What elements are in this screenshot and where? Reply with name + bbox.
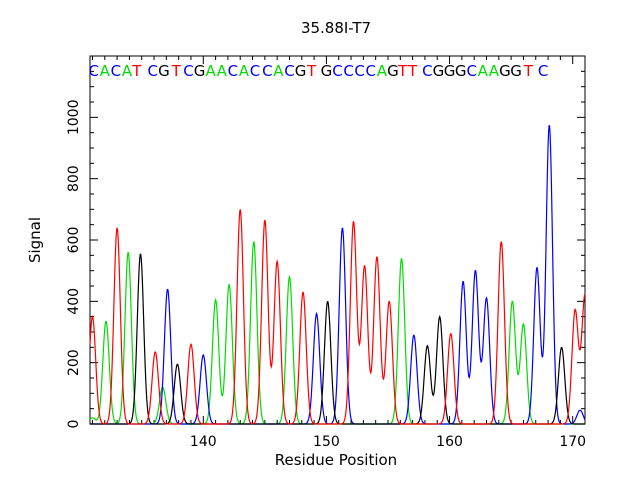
base-call-letter: G (444, 62, 456, 80)
base-call-letter: C (148, 62, 158, 80)
base-call-letter: T (397, 62, 408, 80)
x-axis-label: Residue Position (275, 451, 397, 469)
base-call-letter: T (523, 62, 534, 80)
chart-title: 35.88I-T7 (301, 19, 371, 37)
y-tick-label: 400 (66, 288, 82, 315)
base-call-letter: C (366, 62, 376, 80)
base-call-letter: G (321, 62, 333, 80)
y-axis-label: Signal (26, 217, 44, 263)
y-tick-label: 1000 (66, 100, 82, 136)
base-call-letter: C (262, 62, 272, 80)
base-call-letter: C (466, 62, 476, 80)
base-call-letter: C (332, 62, 342, 80)
base-call-letter: C (284, 62, 294, 80)
base-call-letter: G (387, 62, 399, 80)
base-call-letter: C (111, 62, 121, 80)
y-tick-label: 600 (66, 227, 82, 254)
base-call-letter: T (171, 62, 182, 80)
base-call-letter: A (217, 62, 228, 80)
base-call-letter: C (538, 62, 548, 80)
base-call-letter: A (377, 62, 388, 80)
base-call-letter: C (354, 62, 364, 80)
base-call-letter: T (131, 62, 142, 80)
base-call-letter: G (510, 62, 522, 80)
base-call-letter: A (273, 62, 284, 80)
base-call-letter: A (100, 62, 111, 80)
base-call-letter: A (122, 62, 133, 80)
base-call-letter: C (228, 62, 238, 80)
y-tick-label: 200 (66, 349, 82, 376)
y-axis: 0 200 400 600 800 1000 (66, 55, 585, 429)
base-call-letter: G (295, 62, 307, 80)
base-call-letter: C (250, 62, 260, 80)
x-tick-label: 160 (436, 434, 463, 450)
base-call-letter: C (422, 62, 432, 80)
x-tick-label: 150 (313, 434, 340, 450)
base-call-letter: G (499, 62, 511, 80)
base-call-letter: G (158, 62, 170, 80)
y-tick-label: 800 (66, 165, 82, 192)
x-tick-label: 140 (190, 434, 217, 450)
base-call-letter: C (183, 62, 193, 80)
trace-lines (89, 125, 586, 425)
base-call-letter: G (194, 62, 206, 80)
base-call-letter: A (478, 62, 489, 80)
base-call-letter: A (239, 62, 250, 80)
x-tick-label: 170 (559, 434, 586, 450)
base-call-letter: G (433, 62, 445, 80)
trace-g (90, 253, 585, 425)
base-call-letter: T (407, 62, 418, 80)
base-call-letter: G (455, 62, 467, 80)
base-call-letter: A (206, 62, 217, 80)
base-call-letter: A (489, 62, 500, 80)
base-call-letter: C (343, 62, 353, 80)
x-axis: 140 150 160 170 (91, 56, 586, 450)
trace-t (89, 209, 586, 425)
base-call-letter: T (306, 62, 317, 80)
y-tick-label: 0 (66, 420, 82, 429)
trace-c (90, 125, 586, 425)
